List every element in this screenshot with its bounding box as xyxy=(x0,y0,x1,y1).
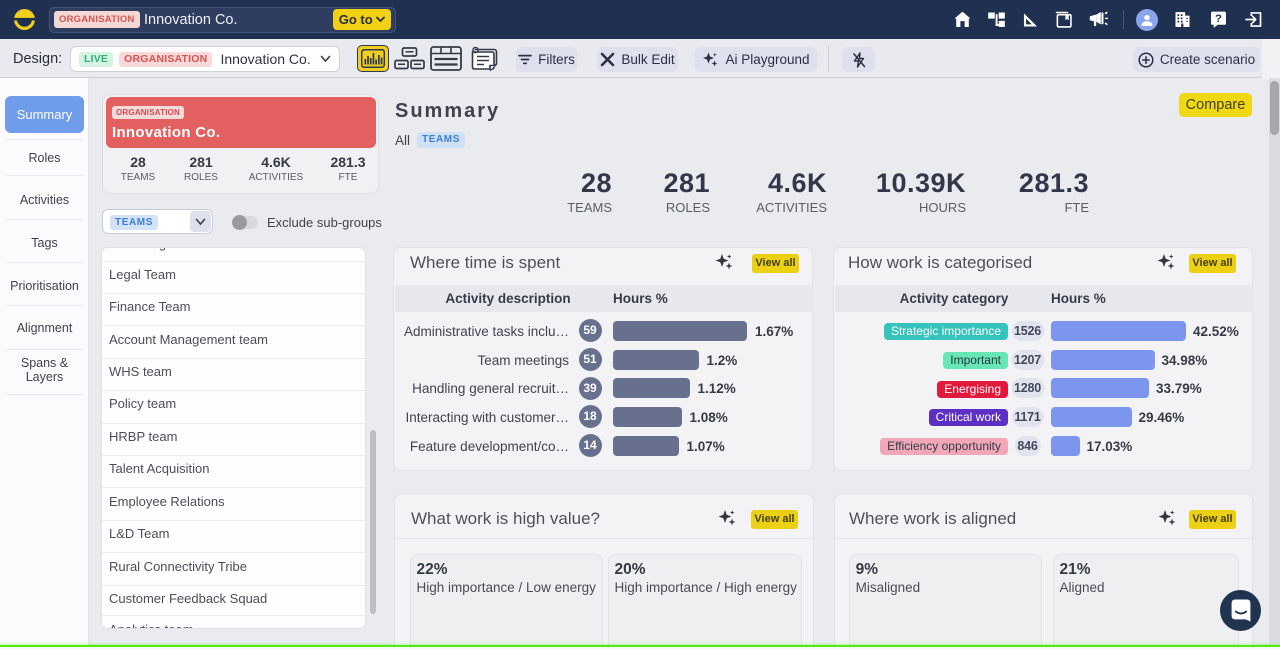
svg-text:?: ? xyxy=(1215,13,1222,25)
